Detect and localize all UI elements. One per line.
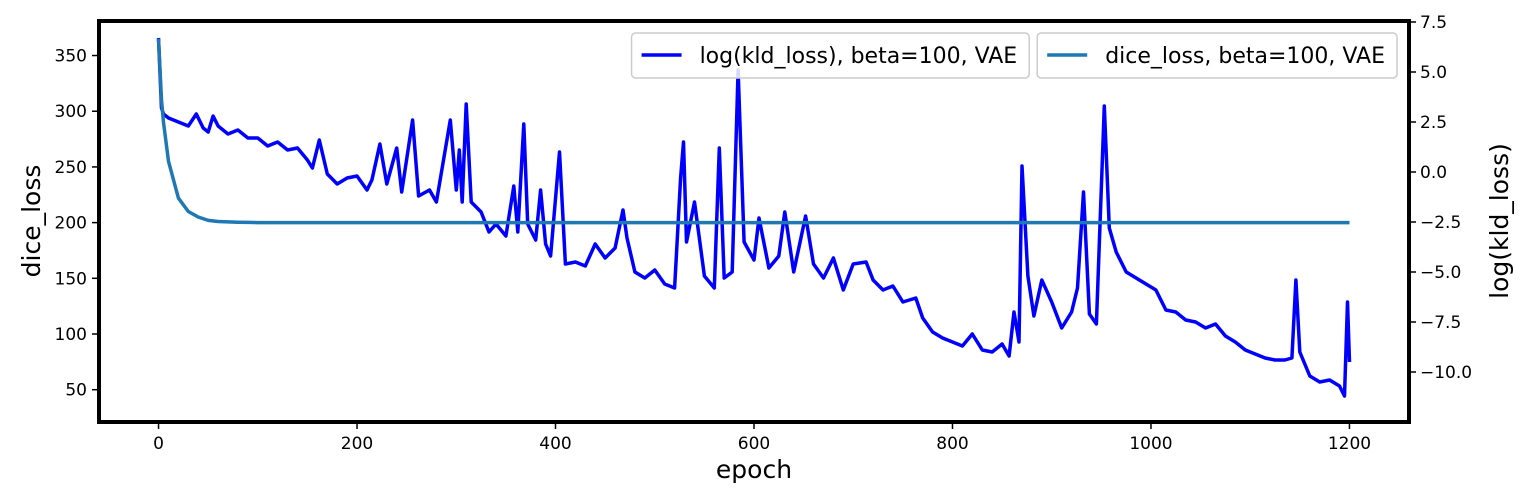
data-line [156,38,1350,225]
y2-tick-label: 0.0 [1420,163,1447,183]
y-tick-label: 150 [55,269,87,289]
legend-box [630,32,1030,79]
y-tick-label: 200 [55,214,87,234]
legend: log(kld_loss), beta=100, VAE [630,32,1030,79]
y-axis-label: dice_loss [17,165,46,278]
x-tick-label: 0 [153,434,164,454]
x-tick-label: 800 [936,434,968,454]
y2-tick-label: −5.0 [1420,263,1461,283]
y2-tick-label: −2.5 [1420,213,1461,233]
x-tick-label: 600 [738,434,770,454]
x-tick-label: 400 [539,434,571,454]
legend-box [1036,32,1398,79]
y-tick-label: 50 [65,381,87,401]
legend-label: dice_loss, beta=100, VAE [1105,44,1385,69]
y2-axis-label: log(kld_loss) [1485,143,1514,299]
y-tick-label: 300 [55,102,87,122]
y2-tick-label: 7.5 [1420,13,1447,33]
y-tick-label: 100 [55,325,87,345]
y2-tick-label: −7.5 [1420,313,1461,333]
y2-tick-label: −10.0 [1420,363,1472,383]
y-tick-label: 250 [55,158,87,178]
y2-tick-label: 2.5 [1420,113,1447,133]
x-tick-label: 200 [341,434,373,454]
legend-label: log(kld_loss), beta=100, VAE [700,44,1018,69]
plot-frame [97,19,1411,424]
y2-tick-label: 5.0 [1420,63,1447,83]
x-axis-label: epoch [716,455,792,484]
data-line [156,37,1352,398]
legend: dice_loss, beta=100, VAE [1036,32,1398,79]
y-tick-label: 350 [55,47,87,67]
x-tick-label: 1200 [1328,434,1371,454]
x-tick-label: 1000 [1129,434,1172,454]
